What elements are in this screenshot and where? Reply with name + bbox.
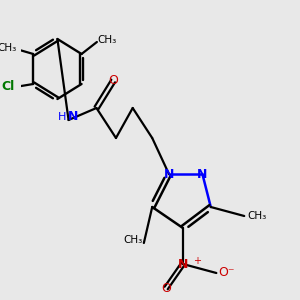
Text: CH₃: CH₃ bbox=[98, 35, 117, 46]
Text: CH₃: CH₃ bbox=[0, 43, 17, 53]
Text: CH₃: CH₃ bbox=[123, 235, 142, 245]
Text: CH₃: CH₃ bbox=[247, 211, 266, 221]
Text: N: N bbox=[197, 167, 208, 181]
Text: N: N bbox=[68, 110, 78, 124]
Text: Cl: Cl bbox=[2, 80, 15, 94]
Text: N: N bbox=[178, 257, 188, 271]
Text: O: O bbox=[161, 281, 171, 295]
Text: O⁻: O⁻ bbox=[218, 266, 234, 280]
Text: O: O bbox=[108, 74, 118, 88]
Text: +: + bbox=[193, 256, 201, 266]
Text: H: H bbox=[57, 112, 66, 122]
Text: N: N bbox=[164, 167, 174, 181]
